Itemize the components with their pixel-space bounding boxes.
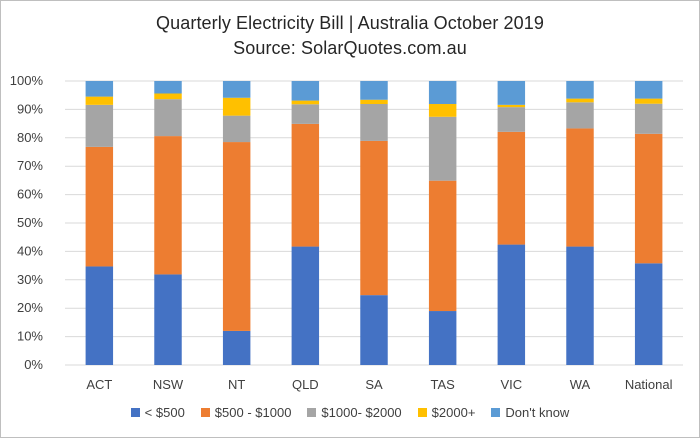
y-tick-label: 20%: [17, 300, 43, 315]
x-tick-label: VIC: [500, 377, 522, 392]
bar-segment: [291, 81, 320, 101]
bar-segment: [634, 133, 663, 264]
legend-item: $500 - $1000: [200, 405, 292, 420]
bar-segment: [634, 81, 663, 99]
bar-segment: [360, 295, 388, 365]
bar-segment: [428, 81, 457, 105]
legend-swatch: [307, 408, 317, 417]
bar-segment: [360, 140, 388, 296]
legend-item: $2000+: [417, 405, 476, 420]
bar-segment: [360, 81, 388, 100]
bar-segment: [85, 81, 114, 97]
bar-segment: [85, 266, 114, 365]
bar-segment: [634, 263, 663, 365]
legend-swatch: [200, 408, 210, 417]
bar-segment: [497, 244, 526, 365]
bar-segment: [85, 96, 114, 105]
bar-segment: [154, 81, 182, 94]
bar-segment: [428, 104, 457, 117]
bar-segment: [634, 98, 663, 104]
legend-label: < $500: [144, 405, 185, 420]
bar-segment: [222, 142, 251, 331]
legend-label: $2000+: [431, 405, 476, 420]
legend-item: Don't know: [491, 405, 569, 420]
x-tick-label: NSW: [153, 377, 184, 392]
bar-segment: [291, 123, 320, 247]
y-tick-label: 50%: [17, 215, 43, 230]
bar-segment: [428, 180, 457, 312]
bar-segment: [291, 246, 320, 365]
bar-segment: [222, 330, 251, 365]
bar-segment: [497, 104, 526, 108]
bar-segment: [360, 104, 388, 141]
x-tick-label: NT: [228, 377, 245, 392]
legend-label: $500 - $1000: [214, 405, 292, 420]
x-tick-label: WA: [570, 377, 591, 392]
bar-segment: [566, 98, 594, 103]
y-tick-label: 40%: [17, 243, 43, 258]
bar-segment: [360, 99, 388, 105]
y-tick-label: 100%: [10, 73, 44, 88]
bar-segment: [566, 246, 594, 365]
x-tick-label: SA: [365, 377, 383, 392]
bar-segment: [566, 128, 594, 247]
y-tick-label: 30%: [17, 272, 43, 287]
bar-segment: [497, 81, 526, 105]
chart-title-block: Quarterly Electricity Bill | Australia O…: [1, 11, 699, 61]
y-tick-label: 10%: [17, 329, 43, 344]
bar-segment: [154, 99, 182, 137]
y-tick-label: 60%: [17, 187, 43, 202]
x-tick-label: ACT: [86, 377, 112, 392]
bar-segment: [497, 131, 526, 245]
chart-title: Quarterly Electricity Bill | Australia O…: [156, 13, 544, 33]
bar-segment: [85, 104, 114, 147]
bar-segment: [634, 103, 663, 134]
bar-segment: [222, 115, 251, 143]
y-tick-label: 80%: [17, 130, 43, 145]
bar-segment: [428, 311, 457, 365]
y-axis-ticks: 0% 10% 20% 30% 40% 50% 60% 70% 80% 90% 100%: [10, 73, 44, 372]
bar-segment: [85, 146, 114, 267]
bar-segment: [291, 100, 320, 105]
legend-label: $1000- $2000: [321, 405, 402, 420]
bar-segment: [566, 102, 594, 129]
y-tick-label: 0%: [24, 357, 43, 372]
x-tick-label: National: [625, 377, 673, 392]
bar-segment: [566, 81, 594, 99]
y-tick-label: 70%: [17, 158, 43, 173]
bar-segment: [154, 93, 182, 100]
bar-segment: [154, 136, 182, 275]
bars: [85, 81, 663, 365]
legend-item: < $500: [130, 405, 185, 420]
legend-swatch: [491, 408, 501, 417]
legend-label: Don't know: [505, 405, 570, 420]
y-tick-label: 90%: [17, 101, 43, 116]
bar-segment: [497, 107, 526, 132]
bar-segment: [154, 274, 182, 365]
x-axis-ticks: ACT NSW NT QLD SA TAS VIC WA National: [86, 377, 672, 392]
x-tick-label: TAS: [431, 377, 456, 392]
legend-swatch: [417, 408, 427, 417]
legend-item: $1000- $2000: [307, 405, 402, 420]
bar-segment: [291, 104, 320, 124]
bar-segment: [428, 116, 457, 181]
legend: < $500 $500 - $1000 $1000- $2000 $2000+ Don'…: [1, 405, 699, 420]
legend-swatch: [130, 408, 140, 417]
bar-segment: [222, 81, 251, 98]
bar-segment: [222, 97, 251, 116]
x-tick-label: QLD: [292, 377, 319, 392]
chart-subtitle: Source: SolarQuotes.com.au: [233, 38, 467, 58]
